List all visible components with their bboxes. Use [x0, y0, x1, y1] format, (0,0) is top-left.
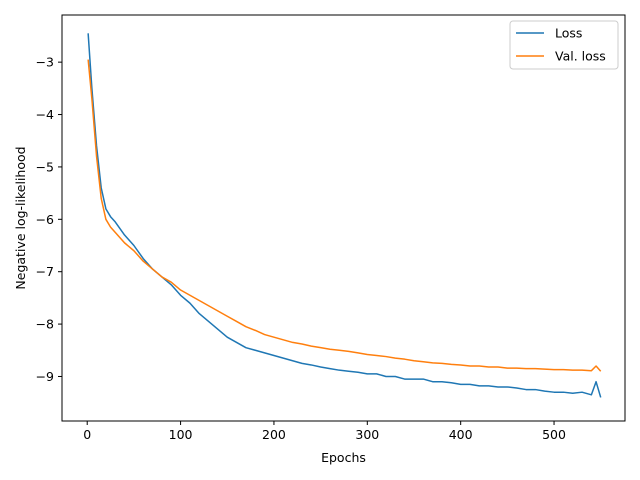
y-tick-label: −5 — [36, 159, 54, 174]
y-axis: −3 −4 −5 −6 −7 −8 −9 — [36, 55, 62, 384]
x-tick-label: 300 — [355, 427, 379, 442]
y-axis-label: Negative log-likelihood — [13, 146, 28, 289]
plot-frame — [61, 14, 626, 422]
legend-label-val-loss: Val. loss — [555, 49, 606, 64]
y-tick-label: −9 — [36, 369, 54, 384]
y-tick-label: −6 — [36, 212, 54, 227]
series-line-val-loss — [87, 59, 602, 372]
x-axis: 0 100 200 300 400 500 — [83, 421, 566, 442]
y-tick-label: −8 — [36, 317, 54, 332]
x-tick-label: 200 — [262, 427, 286, 442]
x-tick-label: 0 — [83, 427, 91, 442]
x-axis-label: Epochs — [321, 450, 366, 465]
x-tick-label: 100 — [169, 427, 193, 442]
series-layer — [87, 33, 602, 398]
legend: Loss Val. loss — [509, 20, 619, 70]
y-tick-label: −7 — [36, 264, 54, 279]
y-tick-label: −4 — [36, 107, 54, 122]
y-tick-label: −3 — [36, 55, 54, 70]
x-tick-label: 400 — [449, 427, 473, 442]
legend-label-loss: Loss — [555, 26, 582, 41]
x-tick-label: 500 — [542, 427, 566, 442]
